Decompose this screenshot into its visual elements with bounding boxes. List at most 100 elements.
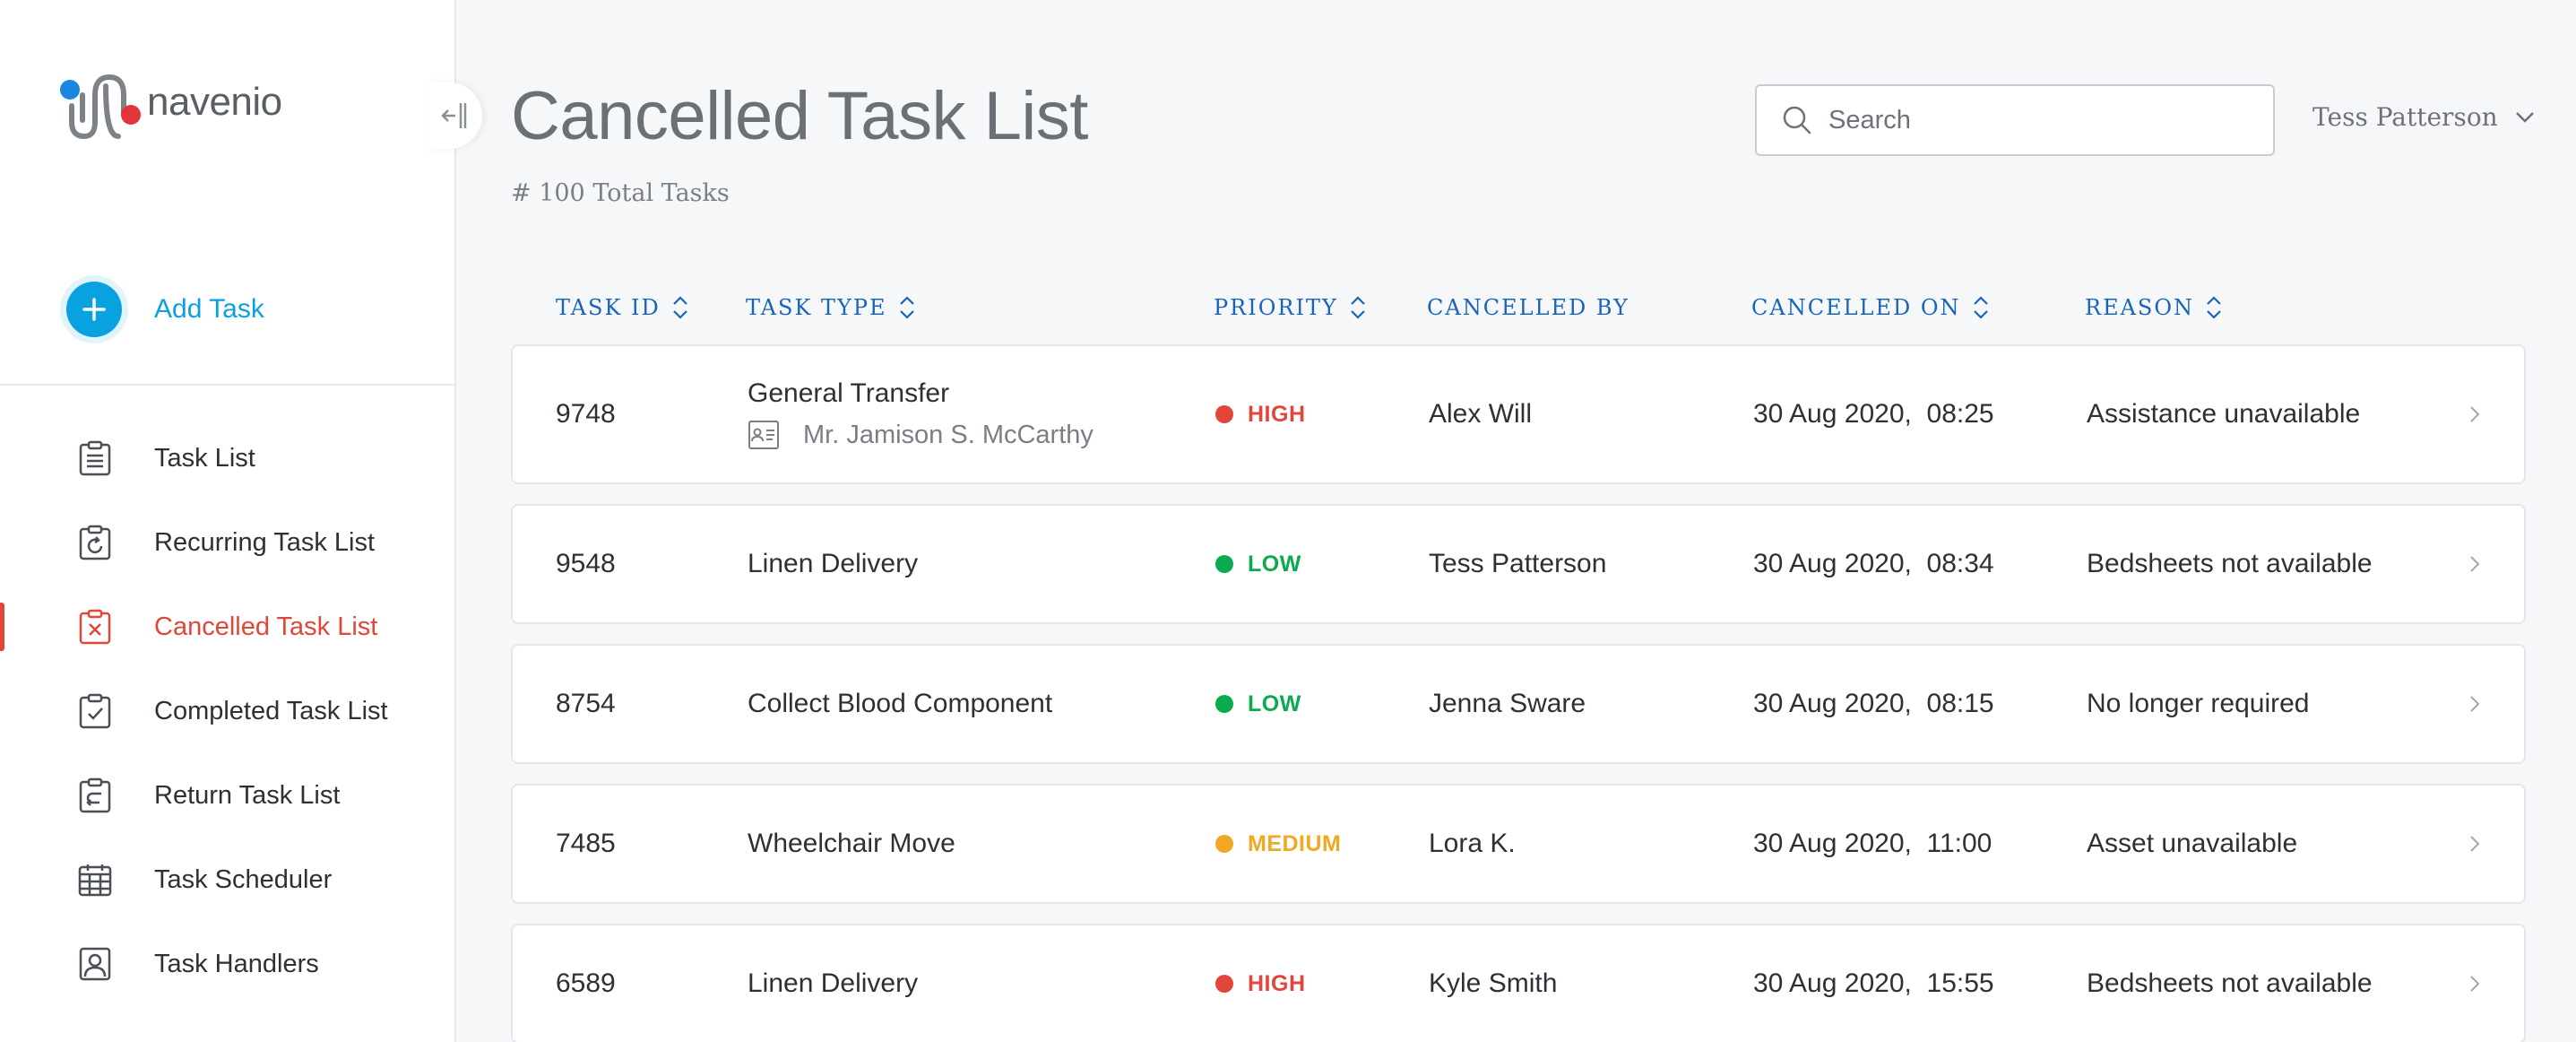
sidebar-nav: Task List Recurring Task List Cancelled …	[0, 416, 454, 1006]
cancelled-on: 30 Aug 2020, 08:25	[1753, 399, 1994, 429]
sidebar-item-completed-task-list[interactable]: Completed Task List	[0, 669, 454, 753]
priority-cell: HIGH	[1215, 346, 1306, 482]
reason: Bedsheets not available	[2087, 968, 2373, 998]
sidebar-item-label: Task Handlers	[154, 949, 319, 978]
task-id: 8754	[556, 689, 616, 718]
priority-badge: MEDIUM	[1215, 831, 1341, 857]
table-row[interactable]: 9548 Linen Delivery LOW Tess Patterson 3…	[511, 504, 2526, 624]
chevron-down-icon	[2515, 111, 2534, 123]
chevron-right-icon[interactable]	[2468, 925, 2481, 1042]
task-type: Linen Delivery	[748, 968, 919, 998]
cancelled-by: Alex Will	[1429, 399, 1533, 429]
patient-name: Mr. Jamison S. McCarthy	[803, 420, 1094, 449]
sort-icon[interactable]	[1349, 294, 1367, 321]
priority-label: LOW	[1248, 690, 1301, 716]
task-id: 6589	[556, 968, 616, 998]
sidebar-item-task-handlers[interactable]: Task Handlers	[0, 922, 454, 1006]
navenio-logo[interactable]: navenio	[56, 59, 282, 145]
add-task-button[interactable]: Add Task	[66, 282, 264, 337]
search-box[interactable]	[1755, 84, 2275, 156]
sidebar-item-task-scheduler[interactable]: Task Scheduler	[0, 838, 454, 922]
priority-badge: LOW	[1215, 691, 1301, 717]
sidebar-item-task-list[interactable]: Task List	[0, 416, 454, 500]
sort-icon[interactable]	[2205, 294, 2223, 321]
total-tasks-count: # 100 Total Tasks	[511, 179, 730, 207]
chevron-right-icon[interactable]	[2468, 786, 2481, 902]
page-title: Cancelled Task List	[511, 78, 1088, 154]
priority-dot	[1215, 835, 1233, 853]
chevron-right-icon[interactable]	[2468, 506, 2481, 622]
clipboard-check-icon	[77, 693, 113, 729]
sidebar-item-return-task-list[interactable]: Return Task List	[0, 753, 454, 838]
sidebar-item-label: Return Task List	[154, 780, 341, 810]
column-header-label: TASK TYPE	[746, 295, 887, 320]
cancelled-by: Tess Patterson	[1429, 549, 1607, 578]
chevron-right-icon[interactable]	[2468, 346, 2481, 482]
task-type: Linen Delivery	[748, 549, 919, 578]
user-badge-icon	[77, 946, 113, 982]
priority-label: MEDIUM	[1248, 830, 1342, 856]
cancelled-by: Jenna Sware	[1429, 689, 1586, 718]
collapse-left-icon	[441, 103, 467, 128]
task-id: 9748	[556, 399, 616, 429]
table-row[interactable]: 7485 Wheelchair Move MEDIUM Lora K. 30 A…	[511, 784, 2526, 904]
priority-label: HIGH	[1248, 970, 1306, 996]
column-header-cancelled-by: CANCELLED BY	[1427, 285, 1629, 330]
sort-icon[interactable]	[1972, 294, 1990, 321]
task-id: 9548	[556, 549, 616, 578]
search-input[interactable]	[1828, 105, 2259, 135]
reason: No longer required	[2087, 689, 2310, 718]
chevron-right-icon[interactable]	[2468, 646, 2481, 762]
clipboard-list-icon	[77, 440, 113, 476]
task-type: Wheelchair Move	[748, 829, 955, 858]
column-header-label: TASK ID	[556, 295, 661, 320]
priority-badge: HIGH	[1215, 971, 1306, 997]
column-header-reason[interactable]: REASON	[2085, 285, 2223, 330]
cancelled-on: 30 Aug 2020, 08:34	[1753, 549, 1994, 578]
priority-dot	[1215, 695, 1233, 713]
priority-badge: LOW	[1215, 551, 1301, 577]
table-row[interactable]: 6589 Linen Delivery HIGH Kyle Smith 30 A…	[511, 924, 2526, 1042]
cancelled-by: Kyle Smith	[1429, 968, 1558, 998]
collapse-sidebar-button[interactable]	[427, 82, 482, 149]
table-row[interactable]: 8754 Collect Blood Component LOW Jenna S…	[511, 644, 2526, 764]
column-header-task-type[interactable]: TASK TYPE	[746, 285, 916, 330]
user-name: Tess Patterson	[2312, 102, 2498, 132]
sidebar: navenio Add Task Task List Recurring Tas…	[0, 0, 456, 1042]
add-task-label: Add Task	[154, 294, 264, 324]
calendar-icon	[77, 862, 113, 898]
column-header-priority[interactable]: PRIORITY	[1214, 285, 1367, 330]
column-header-task-id[interactable]: TASK ID	[556, 285, 689, 330]
priority-cell: LOW	[1215, 646, 1301, 762]
priority-badge: HIGH	[1215, 402, 1306, 428]
priority-cell: HIGH	[1215, 925, 1306, 1042]
priority-dot	[1215, 975, 1233, 993]
sidebar-item-label: Cancelled Task List	[154, 612, 378, 641]
plus-icon	[66, 282, 122, 337]
logo-text: navenio	[147, 80, 282, 124]
patient-info: Mr. Jamison S. McCarthy	[748, 420, 1094, 450]
sidebar-item-label: Task Scheduler	[154, 864, 333, 894]
column-header-label: PRIORITY	[1214, 295, 1338, 320]
sort-icon[interactable]	[671, 294, 689, 321]
clipboard-return-icon	[77, 777, 113, 813]
user-menu[interactable]: Tess Patterson	[2312, 102, 2536, 132]
task-type: General Transfer	[748, 378, 950, 408]
column-header-label: REASON	[2085, 295, 2195, 320]
navenio-logo-mark	[60, 74, 141, 140]
table-row[interactable]: 9748 General Transfer Mr. Jamison S. McC…	[511, 344, 2526, 484]
sort-icon[interactable]	[898, 294, 916, 321]
cancelled-by: Lora K.	[1429, 829, 1516, 858]
sidebar-divider	[0, 384, 454, 386]
column-header-label: CANCELLED ON	[1751, 295, 1961, 320]
sidebar-item-recurring-task-list[interactable]: Recurring Task List	[0, 500, 454, 585]
priority-dot	[1215, 555, 1233, 573]
task-type-cell: General Transfer Mr. Jamison S. McCarthy	[748, 346, 1094, 482]
task-id: 7485	[556, 829, 616, 858]
sidebar-item-cancelled-task-list[interactable]: Cancelled Task List	[0, 585, 454, 669]
reason: Asset unavailable	[2087, 829, 2298, 858]
sidebar-item-label: Recurring Task List	[154, 527, 376, 557]
reason: Bedsheets not available	[2087, 549, 2373, 578]
column-header-cancelled-on[interactable]: CANCELLED ON	[1751, 285, 1990, 330]
reason: Assistance unavailable	[2087, 399, 2361, 429]
